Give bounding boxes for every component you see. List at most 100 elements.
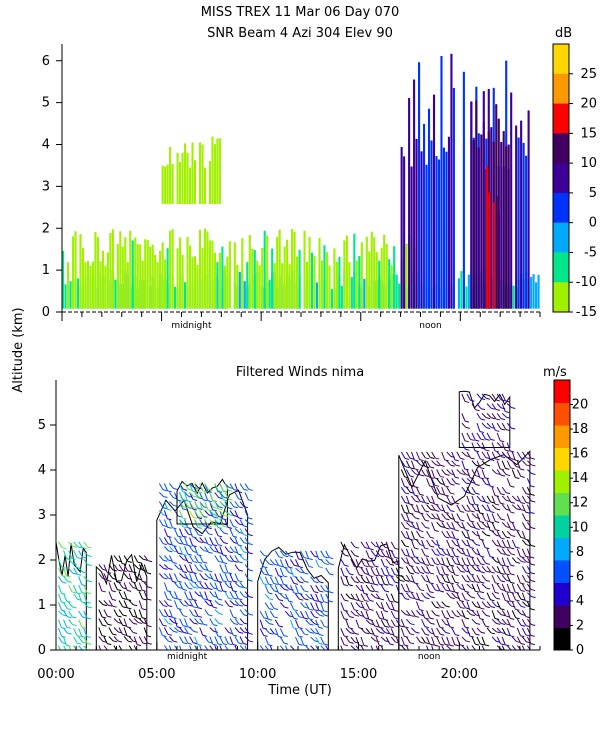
- wind-barb-flag: [112, 640, 118, 643]
- wind-barb: [466, 583, 472, 589]
- wind-barb-flag: [399, 625, 405, 628]
- wind-barb: [234, 591, 239, 599]
- wind-barb-flag: [500, 440, 505, 443]
- wind-barb: [476, 548, 481, 557]
- wind-barb-flag: [516, 640, 521, 643]
- wind-barb: [405, 504, 410, 514]
- snr-colorbar-swatch: [553, 73, 569, 105]
- snr-cell: [460, 271, 463, 309]
- wind-barb-flag: [490, 438, 495, 441]
- wind-barb: [526, 618, 532, 625]
- winds-colorbar-swatch: [554, 515, 570, 538]
- wind-barb: [466, 469, 471, 478]
- wind-barb: [486, 548, 491, 557]
- snr-cell: [308, 236, 311, 309]
- wind-barb: [466, 610, 472, 616]
- snr-cell: [183, 282, 187, 309]
- wind-barb: [416, 566, 421, 573]
- wind-barb: [526, 627, 532, 636]
- wind-barb-flag: [505, 467, 510, 470]
- wind-barb-flag: [193, 642, 198, 645]
- wind-barb-flag: [162, 543, 168, 546]
- snr-colorbar-frame: [552, 43, 570, 313]
- wind-barb-flag: [494, 503, 500, 506]
- wind-barb-flag: [147, 598, 152, 601]
- wind-barb-flag: [505, 449, 510, 452]
- wind-barb-flag: [485, 457, 490, 460]
- wind-barb-flag: [449, 546, 455, 549]
- wind-barb: [214, 609, 220, 614]
- wind-barb-flag: [106, 571, 112, 574]
- winds-colorbar-tick-label: 16: [572, 447, 589, 462]
- wind-barb-flag: [409, 457, 415, 460]
- wind-barb: [511, 601, 516, 610]
- wind-barb: [58, 558, 63, 568]
- wind-barb: [405, 636, 411, 644]
- wind-barb: [526, 478, 532, 487]
- wind-barb-flag: [207, 509, 212, 512]
- wind-barb: [103, 564, 108, 573]
- wind-barb-flag: [460, 570, 465, 573]
- wind-barb: [133, 618, 139, 623]
- wind-barb: [279, 559, 284, 568]
- wind-barb: [229, 537, 235, 543]
- wind-barb: [431, 451, 436, 459]
- wind-barb: [471, 618, 477, 624]
- wind-barb: [426, 592, 432, 598]
- wind-barb-flag: [248, 534, 253, 537]
- wind-barb: [481, 432, 487, 440]
- snr-cell: [465, 286, 468, 309]
- wind-barb: [83, 628, 88, 637]
- wind-barb: [390, 602, 395, 611]
- wind-barb: [128, 609, 134, 617]
- wind-barb-flag: [389, 575, 394, 577]
- wind-barb: [279, 636, 285, 644]
- wind-barb-flag: [455, 615, 460, 618]
- wind-barb-flag: [525, 555, 530, 558]
- wind-barb-flag: [238, 598, 243, 601]
- wind-barb: [73, 584, 78, 594]
- wind-barb-flag: [132, 622, 138, 625]
- wind-barb-flag: [500, 428, 505, 431]
- bottom-panel-title: Filtered Winds nima: [236, 365, 364, 380]
- wind-barb-flag: [515, 459, 520, 462]
- wind-barb-flag: [187, 544, 192, 547]
- wind-barb-flag: [303, 617, 309, 620]
- wind-barb-flag: [490, 485, 495, 488]
- wind-barb-flag: [102, 624, 107, 627]
- wind-barb: [426, 618, 432, 624]
- wind-barb: [516, 504, 522, 510]
- wind-barb: [436, 486, 441, 494]
- wind-barb: [179, 546, 184, 555]
- wind-barb: [320, 593, 325, 602]
- snr-cell: [380, 247, 383, 309]
- wind-barb-flag: [414, 459, 419, 462]
- wind-barb-flag: [248, 632, 253, 635]
- wind-barb: [269, 602, 275, 609]
- wind-barb: [199, 546, 205, 551]
- wind-barb-flag: [500, 564, 505, 567]
- wind-barb: [169, 618, 174, 623]
- wind-barb-flag: [501, 614, 506, 617]
- snr-cell: [527, 110, 530, 309]
- wind-barb-flag: [480, 555, 485, 558]
- wind-barb: [244, 573, 250, 581]
- winds-x-tick-label: 20:00: [441, 667, 478, 682]
- wind-region: [95, 553, 153, 654]
- wind-barb-flag: [510, 564, 515, 567]
- wind-barb-flag: [505, 644, 510, 647]
- wind-barb-flag: [515, 591, 520, 594]
- wind-barb: [123, 591, 128, 600]
- wind-barb-flag: [102, 653, 106, 654]
- wind-barb: [345, 576, 350, 585]
- wind-barb: [476, 592, 482, 599]
- wind-barb-flag: [479, 538, 485, 541]
- wind-barb: [219, 528, 225, 534]
- wind-barb: [486, 403, 492, 409]
- wind-barb: [496, 618, 502, 624]
- wind-barb-flag: [268, 592, 273, 595]
- wind-barb: [441, 478, 446, 487]
- snr-cell: [81, 248, 85, 309]
- wind-barb-flag: [475, 409, 480, 412]
